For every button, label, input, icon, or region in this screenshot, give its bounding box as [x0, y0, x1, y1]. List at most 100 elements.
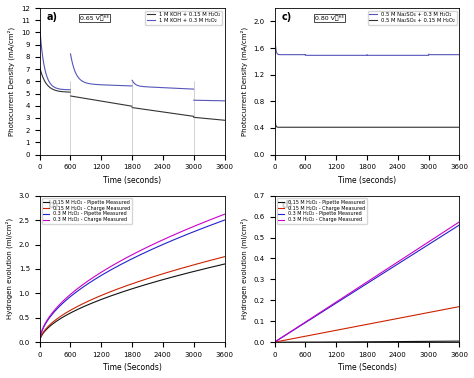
Text: a): a) [47, 12, 58, 22]
1 M KOH + 0.3 M H₂O₂ [155, 85, 161, 90]
0.3 M H₂O₂ - Charge Measured [222, 212, 228, 217]
0.15 M H₂O₂ - Pipette Measured [305, 340, 311, 344]
Line: 0.5 M Na₂SO₄ + 0.3 M H₂O₂: 0.5 M Na₂SO₄ + 0.3 M H₂O₂ [274, 22, 459, 55]
0.3 M H₂O₂ - Pipette Measured [424, 243, 429, 248]
Line: 0.3 M H₂O₂ - Charge Measured: 0.3 M H₂O₂ - Charge Measured [40, 214, 225, 341]
0.5 M Na₂SO₄ + 0.3 M H₂O₂ [318, 53, 323, 57]
0.15 M H₂O₂ - Pipette Measured [342, 340, 348, 344]
0.15 M H₂O₂ - Charge Measured [305, 333, 311, 338]
0.5 M Na₂SO₄ + 0.15 M H₂O₂ [318, 125, 323, 130]
Line: 0.15 M H₂O₂ - Charge Measured: 0.15 M H₂O₂ - Charge Measured [274, 307, 459, 342]
0.5 M Na₂SO₄ + 0.3 M H₂O₂ [359, 53, 365, 57]
0.5 M Na₂SO₄ + 0.15 M H₂O₂ [391, 125, 396, 130]
0.15 M H₂O₂ - Charge Measured [392, 317, 398, 321]
0.3 M H₂O₂ - Pipette Measured [383, 270, 388, 274]
0.3 M H₂O₂ - Pipette Measured [272, 340, 277, 344]
X-axis label: Time (Seconds): Time (Seconds) [102, 363, 162, 372]
1 M KOH + 0.3 M H₂O₂ [124, 84, 130, 88]
0.15 M H₂O₂ - Charge Measured [189, 263, 194, 268]
0.5 M Na₂SO₄ + 0.15 M H₂O₂ [272, 98, 277, 103]
0.3 M H₂O₂ - Pipette Measured [157, 243, 163, 248]
1 M KOH + 0.3 M H₂O₂ [169, 86, 175, 90]
1 M KOH + 0.15 M H₂O₂ [155, 109, 161, 113]
0.15 M H₂O₂ - Charge Measured [175, 267, 181, 272]
0.3 M H₂O₂ - Pipette Measured [222, 218, 228, 222]
0.3 M H₂O₂ - Charge Measured [392, 262, 398, 266]
0.15 M H₂O₂ - Pipette Measured [70, 309, 76, 314]
Legend: 1 M KOH + 0.15 M H₂O₂, 1 M KOH + 0.3 M H₂O₂: 1 M KOH + 0.15 M H₂O₂, 1 M KOH + 0.3 M H… [146, 11, 222, 25]
0.5 M Na₂SO₄ + 0.15 M H₂O₂ [456, 125, 462, 130]
Line: 0.3 M H₂O₂ - Charge Measured: 0.3 M H₂O₂ - Charge Measured [274, 222, 459, 342]
0.5 M Na₂SO₄ + 0.15 M H₂O₂ [445, 125, 450, 130]
0.3 M H₂O₂ - Charge Measured [272, 340, 277, 344]
0.5 M Na₂SO₄ + 0.15 M H₂O₂ [383, 125, 389, 130]
X-axis label: Time (seconds): Time (seconds) [338, 176, 396, 185]
0.15 M H₂O₂ - Pipette Measured [392, 339, 398, 344]
0.5 M Na₂SO₄ + 0.3 M H₂O₂ [456, 53, 462, 57]
Line: 0.3 M H₂O₂ - Pipette Measured: 0.3 M H₂O₂ - Pipette Measured [40, 220, 225, 341]
0.3 M H₂O₂ - Charge Measured [70, 290, 76, 294]
Line: 1 M KOH + 0.3 M H₂O₂: 1 M KOH + 0.3 M H₂O₂ [40, 25, 225, 101]
X-axis label: Time (seconds): Time (seconds) [103, 176, 161, 185]
Y-axis label: Hydrogen evolution (ml/cm²): Hydrogen evolution (ml/cm²) [240, 218, 248, 319]
1 M KOH + 0.15 M H₂O₂ [210, 117, 215, 121]
0.15 M H₂O₂ - Charge Measured [424, 311, 429, 315]
1 M KOH + 0.3 M H₂O₂ [37, 23, 43, 28]
1 M KOH + 0.15 M H₂O₂ [149, 108, 155, 113]
0.5 M Na₂SO₄ + 0.15 M H₂O₂ [291, 125, 296, 130]
0.3 M H₂O₂ - Pipette Measured [108, 268, 113, 273]
0.15 M H₂O₂ - Charge Measured [222, 254, 228, 259]
Text: d): d) [282, 200, 293, 210]
0.5 M Na₂SO₄ + 0.3 M H₂O₂ [383, 53, 389, 57]
Text: 0.65 Vᴯᴴᴱ: 0.65 Vᴯᴴᴱ [80, 15, 109, 22]
0.15 M H₂O₂ - Charge Measured [456, 304, 462, 309]
1 M KOH + 0.15 M H₂O₂ [169, 111, 175, 116]
0.15 M H₂O₂ - Charge Measured [148, 276, 154, 280]
0.3 M H₂O₂ - Charge Measured [410, 250, 415, 255]
0.15 M H₂O₂ - Charge Measured [272, 340, 277, 344]
Line: 0.15 M H₂O₂ - Pipette Measured: 0.15 M H₂O₂ - Pipette Measured [274, 341, 459, 342]
Text: 0.80 Vᴯᴴᴱ: 0.80 Vᴯᴴᴱ [315, 15, 344, 22]
1 M KOH + 0.3 M H₂O₂ [222, 99, 228, 103]
0.15 M H₂O₂ - Pipette Measured [272, 340, 277, 344]
Legend: 0.5 M Na₂SO₄ + 0.3 M H₂O₂, 0.5 M Na₂SO₄ + 0.15 M H₂O₂: 0.5 M Na₂SO₄ + 0.3 M H₂O₂, 0.5 M Na₂SO₄ … [368, 11, 457, 25]
Line: 0.15 M H₂O₂ - Pipette Measured: 0.15 M H₂O₂ - Pipette Measured [40, 264, 225, 341]
0.3 M H₂O₂ - Charge Measured [157, 239, 163, 243]
0.15 M H₂O₂ - Pipette Measured [383, 339, 388, 344]
0.3 M H₂O₂ - Charge Measured [37, 338, 43, 343]
1 M KOH + 0.15 M H₂O₂ [83, 96, 89, 101]
Line: 1 M KOH + 0.15 M H₂O₂: 1 M KOH + 0.15 M H₂O₂ [40, 67, 225, 120]
0.3 M H₂O₂ - Pipette Measured [70, 292, 76, 297]
Text: c): c) [282, 12, 292, 22]
0.15 M H₂O₂ - Pipette Measured [37, 339, 43, 344]
0.15 M H₂O₂ - Pipette Measured [157, 278, 163, 283]
0.15 M H₂O₂ - Pipette Measured [424, 339, 429, 344]
0.3 M H₂O₂ - Charge Measured [342, 294, 348, 299]
0.5 M Na₂SO₄ + 0.3 M H₂O₂ [404, 53, 410, 57]
0.15 M H₂O₂ - Charge Measured [108, 290, 113, 294]
0.3 M H₂O₂ - Pipette Measured [189, 230, 194, 235]
0.5 M Na₂SO₄ + 0.3 M H₂O₂ [391, 53, 396, 57]
1 M KOH + 0.3 M H₂O₂ [83, 81, 89, 85]
0.15 M H₂O₂ - Pipette Measured [175, 273, 181, 278]
Line: 0.3 M H₂O₂ - Pipette Measured: 0.3 M H₂O₂ - Pipette Measured [274, 225, 459, 342]
0.3 M H₂O₂ - Charge Measured [305, 318, 311, 322]
1 M KOH + 0.15 M H₂O₂ [124, 103, 130, 108]
0.3 M H₂O₂ - Pipette Measured [410, 253, 415, 257]
1 M KOH + 0.3 M H₂O₂ [149, 85, 155, 89]
0.15 M H₂O₂ - Pipette Measured [108, 294, 113, 298]
0.15 M H₂O₂ - Charge Measured [157, 273, 163, 277]
X-axis label: Time (Seconds): Time (Seconds) [337, 363, 396, 372]
1 M KOH + 0.15 M H₂O₂ [37, 64, 43, 69]
0.3 M H₂O₂ - Charge Measured [108, 265, 113, 269]
Line: 0.5 M Na₂SO₄ + 0.15 M H₂O₂: 0.5 M Na₂SO₄ + 0.15 M H₂O₂ [274, 101, 459, 127]
0.3 M H₂O₂ - Pipette Measured [456, 223, 462, 227]
0.5 M Na₂SO₄ + 0.3 M H₂O₂ [445, 53, 450, 57]
Y-axis label: Photocurrent Density (mA/cm²): Photocurrent Density (mA/cm²) [8, 27, 15, 136]
1 M KOH + 0.15 M H₂O₂ [222, 118, 228, 122]
0.15 M H₂O₂ - Charge Measured [410, 313, 415, 318]
1 M KOH + 0.3 M H₂O₂ [210, 98, 215, 103]
0.15 M H₂O₂ - Pipette Measured [410, 339, 415, 344]
0.3 M H₂O₂ - Pipette Measured [392, 264, 398, 268]
0.15 M H₂O₂ - Charge Measured [70, 307, 76, 311]
